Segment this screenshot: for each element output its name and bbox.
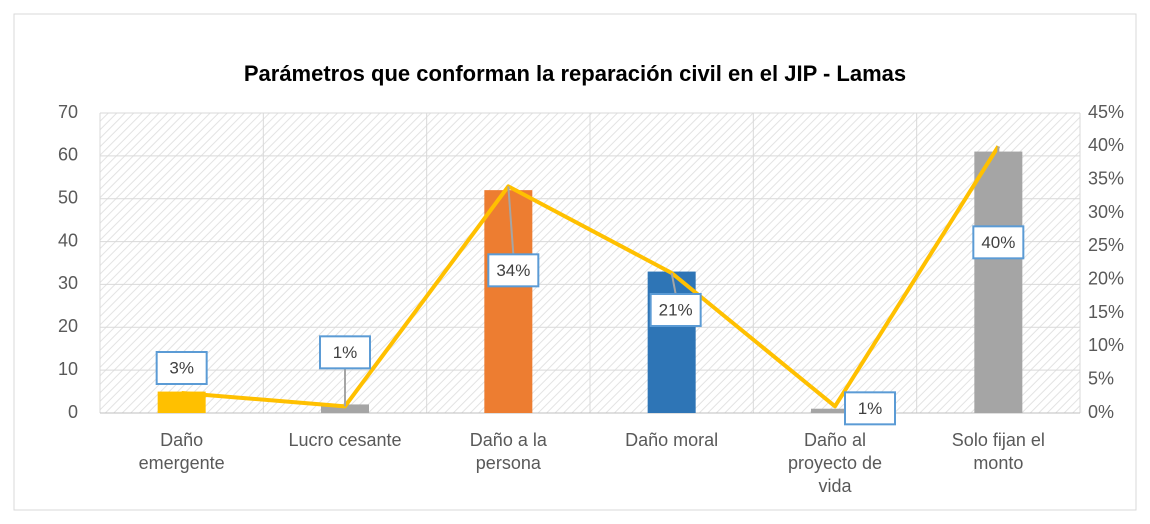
x-tick-label: Daño moral <box>625 430 718 450</box>
x-tick-label: Daño emergente <box>139 430 225 473</box>
y-tick-label: 20 <box>58 316 78 336</box>
data-label-box <box>972 225 1025 260</box>
x-tick-label: Daño al proyecto de vida <box>788 430 882 496</box>
x-tick-line: monto <box>973 453 1023 473</box>
y2-tick-label: 15% <box>1088 302 1124 322</box>
x-tick-line: Daño a la <box>470 430 548 450</box>
data-label: 21% <box>659 300 693 319</box>
bar <box>321 404 369 413</box>
y-tick-label: 60 <box>58 145 78 165</box>
data-label-box <box>487 253 540 288</box>
y2-tick-label: 45% <box>1088 102 1124 122</box>
x-tick-line: vida <box>818 476 852 496</box>
y-tick-label: 40 <box>58 230 78 250</box>
y2-tick-label: 35% <box>1088 168 1124 188</box>
x-tick-line: Lucro cesante <box>288 430 401 450</box>
data-label: 1% <box>333 343 358 362</box>
bar <box>811 408 859 413</box>
x-tick-line: emergente <box>139 453 225 473</box>
y-tick-label: 0 <box>68 402 78 422</box>
data-label: 40% <box>981 233 1015 252</box>
data-label-box <box>649 293 702 327</box>
x-tick-line: Daño moral <box>625 430 718 450</box>
y-tick-label: 50 <box>58 187 78 207</box>
x-tick-label: Daño a la persona <box>470 430 548 473</box>
leader-line <box>670 272 677 295</box>
data-label-box <box>155 351 208 385</box>
data-label: 1% <box>858 399 883 418</box>
x-tick-line: Daño al <box>804 430 866 450</box>
data-label-box <box>319 335 371 370</box>
y-tick-label: 70 <box>58 102 78 122</box>
y2-tick-label: 5% <box>1088 368 1114 388</box>
data-label: 3% <box>169 358 194 377</box>
x-tick-label: Solo fijan el monto <box>952 430 1045 473</box>
x-tick-line: proyecto de <box>788 453 882 473</box>
y2-tick-label: 20% <box>1088 268 1124 288</box>
y2-tick-label: 0% <box>1088 402 1114 422</box>
y2-tick-label: 30% <box>1088 202 1124 222</box>
x-tick-line: Daño <box>160 430 203 450</box>
data-label: 34% <box>496 261 530 280</box>
data-label-box <box>844 391 896 426</box>
y-tick-label: 10 <box>58 359 78 379</box>
y2-tick-label: 25% <box>1088 235 1124 255</box>
line <box>181 145 1001 409</box>
x-tick-line: Solo fijan el <box>952 430 1045 450</box>
chart-title: Parámetros que conforman la reparación c… <box>244 61 906 86</box>
y-tick-label: 30 <box>58 273 78 293</box>
x-tick-line: persona <box>476 453 542 473</box>
bar <box>157 391 206 413</box>
y2-tick-label: 40% <box>1088 135 1124 155</box>
y2-tick-label: 10% <box>1088 335 1124 355</box>
leader-line <box>507 186 515 255</box>
bar <box>647 271 696 413</box>
bar <box>484 190 533 413</box>
x-tick-label: Lucro cesante <box>288 430 401 450</box>
